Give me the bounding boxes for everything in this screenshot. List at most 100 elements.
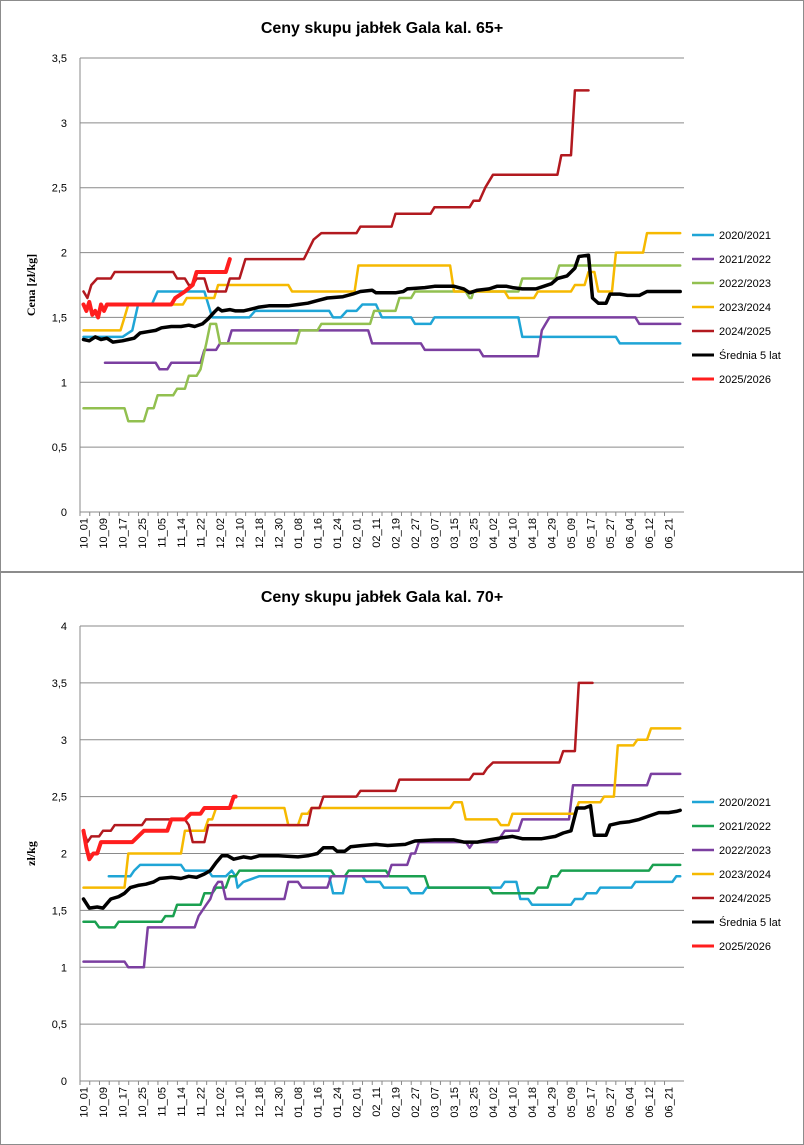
x-tick-label: 02_11 [371,1087,383,1117]
x-tick-label: 04_10 [508,518,520,549]
series-line [82,231,682,332]
y-tick-label: 2 [61,849,67,861]
x-tick-label: 03_07 [430,1087,442,1118]
y-axis-label: Cena [zł/kg] [24,254,38,316]
y-tick-label: 3 [61,735,67,747]
y-tick-label: 2,5 [52,183,67,195]
x-tick-label: 04_02 [488,518,500,549]
y-tick-label: 1 [61,377,67,389]
legend-label: 2022/2023 [719,845,771,857]
y-tick-label: 1,5 [52,312,67,324]
x-tick-label: 12_02 [215,1087,227,1118]
x-tick-label: 11_14 [176,1087,188,1117]
y-tick-label: 3 [61,118,67,130]
x-tick-label: 11_22 [196,1087,208,1117]
x-tick-label: 12_18 [254,1087,266,1118]
x-tick-label: 10_01 [79,1087,91,1118]
series-line [81,257,232,320]
series-line [82,727,682,889]
chart-title: Ceny skupu jabłek Gala kal. 65+ [261,20,503,37]
x-tick-label: 04_18 [527,1087,539,1118]
x-tick-label: 04_02 [488,1087,500,1118]
series-line [82,772,682,969]
x-tick-label: 06_21 [664,518,676,549]
series-line [82,264,682,423]
x-tick-label: 05_17 [586,518,598,549]
legend-label: 2022/2023 [719,278,771,290]
x-tick-label: 12_10 [235,1087,247,1118]
chart-65-svg: Ceny skupu jabłek Gala kal. 65+ 0 0,5 1 1,5 2… [24,20,781,549]
x-tick-label: 11_05 [157,518,169,548]
x-tick-label: 01_08 [293,1087,305,1118]
legend-label: 2021/2022 [719,821,771,833]
series-line [81,803,682,910]
legend-label: Średnia 5 lat [719,916,781,929]
x-tick-label: 11_22 [196,518,208,548]
legend-label: 2020/2021 [719,230,771,242]
x-tick-label: 03_15 [449,518,461,549]
x-tick-label: 04_29 [547,518,559,549]
series-line [82,863,682,929]
y-tick-label: 1,5 [52,905,67,917]
x-tick-label: 10_25 [137,518,149,549]
x-tick-label: 05_09 [566,1087,578,1118]
x-tick-label: 06_04 [625,1087,637,1118]
x-tick-label: 12_30 [274,1087,286,1118]
series-line [107,863,682,906]
x-tick-label: 12_02 [215,518,227,549]
x-tick-label: 01_24 [332,1087,344,1118]
y-tick-label: 0 [61,507,67,519]
chart-panel-65: Ceny skupu jabłek Gala kal. 65+ 0 0,5 1 1,5 2… [0,0,804,572]
y-tick-label: 2,5 [52,792,67,804]
x-tick-label: 04_29 [547,1087,559,1118]
y-tick-label: 1 [61,962,67,974]
legend-label: 2023/2024 [719,302,771,314]
x-tick-label: 05_09 [566,518,578,549]
y-tick-label: 2 [61,248,67,260]
y-tick-label: 4 [61,621,67,633]
legend-label: 2023/2024 [719,869,771,881]
chart-title: Ceny skupu jabłek Gala kal. 70+ [261,589,503,606]
x-tick-label: 10_01 [79,518,91,549]
series-line [82,89,590,300]
x-tick-label: 01_16 [313,518,325,549]
x-tick-label: 10_17 [118,1087,130,1118]
chart-panel-70: Ceny skupu jabłek Gala kal. 70+ 0 0,5 1 1,5 2… [0,572,804,1145]
legend-label: 2024/2025 [719,893,771,905]
series-line [82,681,594,844]
x-tick-label: 05_17 [586,1087,598,1118]
x-tick-label: 04_10 [508,1087,520,1118]
legend-label: Średnia 5 lat [719,349,781,362]
y-tick-label: 3,5 [52,53,67,65]
x-tick-label: 02_01 [352,518,364,549]
legend-label: 2020/2021 [719,797,771,809]
legend-label: 2021/2022 [719,254,771,266]
series-line [81,253,682,344]
x-tick-label: 12_30 [274,518,286,549]
x-tick-label: 06_12 [644,1087,656,1118]
x-tick-label: 10_17 [118,518,130,549]
x-tick-label: 02_27 [410,518,422,549]
y-axis-label: zł/kg [24,841,38,866]
series-line [82,290,682,345]
legend-label: 2025/2026 [719,941,771,953]
x-tick-label: 03_25 [469,518,481,549]
chart-70-svg: Ceny skupu jabłek Gala kal. 70+ 0 0,5 1 1,5 2… [24,589,781,1118]
y-tick-label: 0,5 [52,1019,67,1031]
series-line [81,794,238,862]
x-tick-label: 01_24 [332,518,344,549]
x-tick-label: 02_19 [391,1087,403,1118]
x-tick-label: 06_12 [644,518,656,549]
x-tick-label: 03_15 [449,1087,461,1118]
x-tick-label: 04_18 [527,518,539,549]
x-tick-label: 01_08 [293,518,305,549]
x-tick-label: 02_01 [352,1087,364,1118]
y-tick-label: 0,5 [52,442,67,454]
x-tick-label: 05_27 [605,1087,617,1118]
x-tick-label: 01_16 [313,1087,325,1118]
x-tick-label: 06_21 [664,1087,676,1118]
x-tick-label: 03_07 [430,518,442,549]
x-tick-label: 10_25 [137,1087,149,1118]
series-line [103,316,682,371]
x-tick-label: 06_04 [625,518,637,549]
